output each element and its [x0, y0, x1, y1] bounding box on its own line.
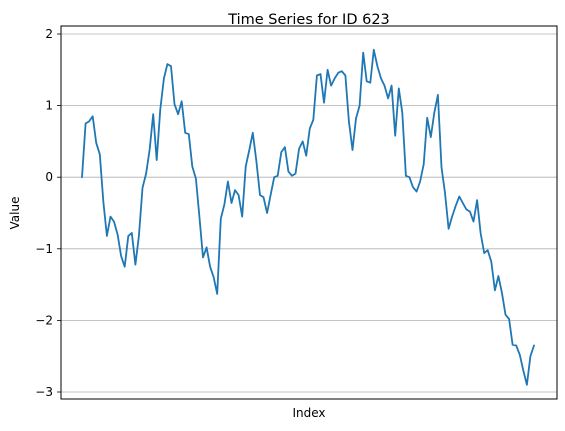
gridlines	[61, 33, 557, 393]
x-axis-label: Index	[292, 406, 325, 420]
y-tick-label: −1	[35, 242, 53, 256]
y-axis-ticks: 2 1 0 −1 −2 −3	[35, 27, 61, 399]
y-tick-label: 0	[45, 170, 53, 184]
y-tick-label: −3	[35, 385, 53, 399]
y-tick-label: −2	[35, 313, 53, 327]
y-tick-label: 1	[45, 99, 53, 113]
chart-title: Time Series for ID 623	[227, 12, 390, 28]
y-tick-label: 2	[45, 27, 53, 41]
series-line	[81, 48, 535, 386]
y-axis-label: Value	[8, 197, 22, 230]
plot-frame	[60, 25, 558, 400]
